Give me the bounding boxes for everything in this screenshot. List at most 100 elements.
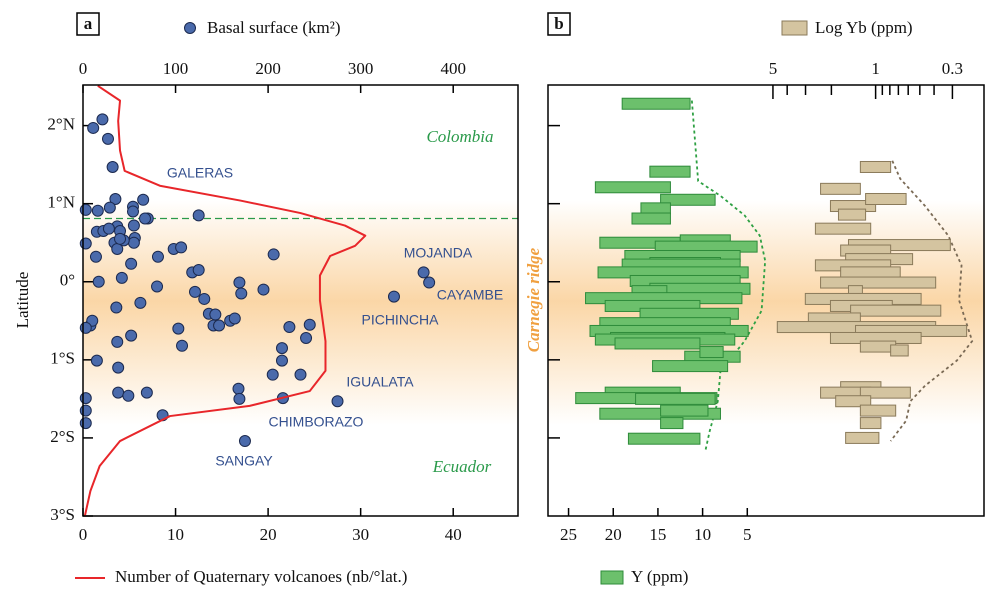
envelope-curve bbox=[690, 100, 767, 452]
y-tick-label: 2°N bbox=[47, 115, 75, 134]
range-bar bbox=[840, 266, 901, 279]
volcano-point bbox=[213, 319, 226, 332]
volcano-point bbox=[235, 287, 248, 300]
envelope-curve bbox=[889, 160, 974, 442]
volcano-point bbox=[151, 250, 164, 263]
volcano-point bbox=[79, 404, 92, 417]
x2-tick-label: 10 bbox=[694, 525, 711, 544]
legend-swatch bbox=[781, 20, 808, 36]
y-tick-label: 0° bbox=[60, 271, 75, 290]
legend-label: Basal surface (km²) bbox=[207, 18, 341, 37]
volcano-point bbox=[300, 331, 313, 344]
volcano-point bbox=[209, 308, 222, 321]
legend-label: Y (ppm) bbox=[631, 567, 688, 586]
x2-tick-label: 25 bbox=[560, 525, 577, 544]
volcano-point bbox=[87, 121, 100, 134]
range-bar bbox=[859, 404, 897, 417]
volcano-point bbox=[283, 321, 296, 334]
volcano-point bbox=[275, 354, 288, 367]
range-bar bbox=[890, 344, 909, 357]
range-bar bbox=[627, 432, 701, 445]
volcano-point bbox=[110, 301, 123, 314]
volcano-label: CAYAMBE bbox=[437, 287, 503, 303]
volcano-point bbox=[89, 250, 102, 263]
ridge-band bbox=[83, 200, 518, 425]
x2-tick-label: 10 bbox=[167, 525, 184, 544]
volcano-point bbox=[266, 368, 279, 381]
volcano-point bbox=[198, 292, 211, 305]
volcano-point bbox=[79, 237, 92, 250]
x2-tick-label: 30 bbox=[352, 525, 369, 544]
panel-label-box bbox=[76, 12, 100, 36]
volcano-point bbox=[103, 201, 116, 214]
range-bar bbox=[631, 212, 671, 225]
range-bar bbox=[859, 386, 911, 399]
volcano-point bbox=[112, 386, 125, 399]
volcano-point bbox=[423, 276, 436, 289]
volcano-point bbox=[101, 132, 114, 145]
x2-tick-label: 5 bbox=[743, 525, 752, 544]
y-tick-label: 3°S bbox=[50, 505, 75, 524]
x-tick-label: 0 bbox=[79, 59, 88, 78]
range-bar bbox=[814, 222, 872, 235]
volcano-label: PICHINCHA bbox=[361, 312, 439, 328]
y-tick-label: 1°S bbox=[50, 349, 75, 368]
volcano-point bbox=[139, 212, 152, 225]
region-label: Colombia bbox=[426, 127, 493, 146]
x2-tick-label: 20 bbox=[605, 525, 622, 544]
y-axis-title: Latitude bbox=[13, 272, 32, 329]
volcano-point bbox=[387, 290, 400, 303]
volcano-point bbox=[127, 236, 140, 249]
volcano-point bbox=[125, 329, 138, 342]
volcano-point bbox=[112, 361, 125, 374]
range-bar bbox=[845, 431, 880, 444]
x-tick-label: 200 bbox=[255, 59, 281, 78]
volcano-point bbox=[188, 285, 201, 298]
volcano-point bbox=[257, 283, 270, 296]
x2-tick-label: 20 bbox=[260, 525, 277, 544]
volcano-point bbox=[96, 113, 109, 126]
y-tick-label: 1°N bbox=[47, 193, 75, 212]
x-tick-label: 400 bbox=[440, 59, 466, 78]
volcano-point bbox=[106, 160, 119, 173]
x-tick-label: 0.3 bbox=[942, 59, 963, 78]
volcano-point bbox=[114, 232, 127, 245]
x-tick-label: 1 bbox=[871, 59, 880, 78]
volcano-label: SANGAY bbox=[215, 453, 273, 469]
range-bar bbox=[621, 97, 691, 110]
range-bar bbox=[660, 193, 716, 206]
volcano-point bbox=[137, 193, 150, 206]
panel-label: b bbox=[554, 14, 563, 33]
volcano-point bbox=[267, 248, 280, 261]
volcano-point bbox=[176, 339, 189, 352]
volcano-point bbox=[331, 395, 344, 408]
legend-marker bbox=[184, 22, 196, 34]
range-bar bbox=[652, 360, 729, 373]
volcano-point bbox=[233, 392, 246, 405]
volcano-point bbox=[192, 264, 205, 277]
range-bar bbox=[699, 346, 724, 359]
plot-frame bbox=[547, 84, 985, 517]
volcano-point bbox=[151, 280, 164, 293]
volcano-point bbox=[172, 322, 185, 335]
range-bar bbox=[614, 337, 701, 350]
volcano-label: IGUALATA bbox=[346, 374, 414, 390]
volcano-label: CHIMBORAZO bbox=[269, 414, 364, 430]
ridge-label: Carnegie ridge bbox=[524, 247, 543, 352]
volcano-point bbox=[126, 205, 139, 218]
range-bar bbox=[660, 417, 684, 430]
legend-swatch bbox=[600, 570, 624, 585]
volcano-point bbox=[125, 257, 138, 270]
range-bar bbox=[835, 395, 872, 408]
range-bar bbox=[635, 392, 716, 405]
x2-tick-label: 0 bbox=[79, 525, 88, 544]
volcano-point bbox=[294, 368, 307, 381]
volcano-point bbox=[102, 222, 115, 235]
volcano-label: MOJANDA bbox=[404, 245, 473, 261]
volcano-point bbox=[275, 342, 288, 355]
range-bar bbox=[850, 304, 942, 317]
volcano-point bbox=[115, 271, 128, 284]
x2-tick-label: 15 bbox=[649, 525, 666, 544]
volcano-point bbox=[79, 203, 92, 216]
range-bar bbox=[837, 208, 867, 221]
